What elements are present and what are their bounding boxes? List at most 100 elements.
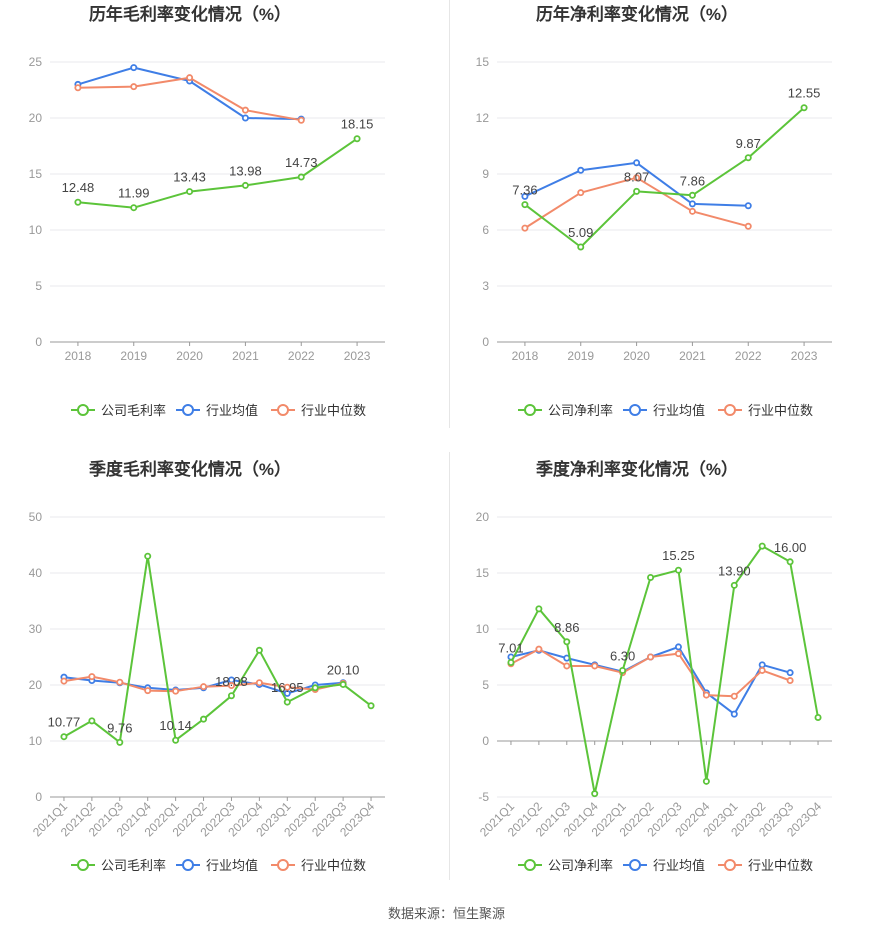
y-tick-label: 0	[35, 790, 42, 804]
data-point-industry_median	[591, 662, 599, 670]
data-point-industry_avg	[130, 64, 138, 72]
data-label: 9.87	[736, 136, 761, 151]
chart-title: 季度毛利率变化情况（%）	[89, 459, 291, 479]
data-point-company	[186, 188, 194, 196]
data-point-industry_median	[674, 650, 682, 658]
x-tick-label: 2021	[232, 349, 259, 363]
data-point-industry_median	[116, 678, 124, 686]
data-point-company	[619, 666, 627, 674]
legend-label: 行业均值	[653, 858, 705, 873]
y-tick-label: 5	[35, 279, 42, 293]
y-tick-label: 5	[482, 678, 489, 692]
data-label: 5.09	[568, 225, 593, 240]
legend-marker	[77, 859, 89, 871]
data-label: 18.08	[215, 674, 248, 689]
series-line-company	[510, 545, 819, 795]
data-point-industry_median	[74, 84, 82, 92]
data-point-industry_median	[255, 679, 263, 687]
data-point-industry_median	[521, 224, 529, 232]
y-tick-label: 20	[29, 111, 43, 125]
chart-panel-quarterly-gross-margin: 季度毛利率变化情况（%） 0 10 20 30 40 50 2021Q1 2021Q2 2021Q…	[0, 455, 446, 910]
data-point-company	[800, 104, 808, 112]
data-point-industry_median	[647, 653, 655, 661]
y-tick-label: 25	[29, 55, 43, 69]
legend-marker	[182, 859, 194, 871]
data-label: 6.30	[610, 648, 635, 663]
data-point-industry_median	[563, 662, 571, 670]
data-point-company	[758, 542, 766, 550]
data-point-company	[353, 135, 361, 143]
quarterly-net-margin-chart: 季度净利率变化情况（%）-5051015202021Q12021Q22021Q3…	[476, 459, 832, 873]
data-point-industry_median	[130, 83, 138, 91]
data-point-company	[116, 738, 124, 746]
data-point-industry_median	[633, 174, 641, 182]
data-label: 18.15	[341, 117, 374, 132]
data-label: 13.90	[718, 563, 751, 578]
y-tick-label: 50	[29, 510, 43, 524]
data-source-note: 数据来源：恒生聚源	[387, 906, 505, 921]
data-point-industry_median	[186, 74, 194, 82]
data-point-company	[339, 680, 347, 688]
data-point-industry_avg	[521, 192, 529, 200]
y-tick-label: 15	[476, 55, 490, 69]
data-point-industry_avg	[577, 166, 585, 174]
y-tick-label: 0	[482, 335, 489, 349]
data-point-industry_median	[730, 692, 738, 700]
data-point-industry_median	[577, 189, 585, 197]
data-point-company	[535, 605, 543, 613]
legend-label: 行业均值	[206, 858, 258, 873]
x-tick-label: 2020	[176, 349, 203, 363]
y-tick-label: 0	[35, 335, 42, 349]
x-tick-label: 2019	[567, 349, 594, 363]
data-label: 12.48	[62, 180, 95, 195]
data-point-industry_median	[227, 682, 235, 690]
data-point-company	[507, 658, 515, 666]
chart-panel-annual-net-margin: 历年净利率变化情况（%） 0 3 6 9 12 15 2018 2019 2020 2021 2022…	[447, 0, 893, 455]
vertical-divider-bottom	[449, 452, 450, 880]
y-tick-label: 6	[482, 223, 489, 237]
legend-label: 行业均值	[206, 403, 258, 418]
data-label: 10.77	[48, 715, 81, 730]
data-point-company	[577, 243, 585, 251]
data-point-company	[227, 692, 235, 700]
y-tick-label: -5	[478, 790, 489, 804]
data-label: 14.73	[285, 155, 318, 170]
data-point-company	[563, 638, 571, 646]
x-tick-label: 2019	[120, 349, 147, 363]
data-point-industry_avg	[730, 710, 738, 718]
data-point-company	[674, 566, 682, 574]
data-label: 13.98	[229, 163, 262, 178]
data-point-industry_avg	[674, 643, 682, 651]
chart-panel-quarterly-net-margin: 季度净利率变化情况（%） -5 0 5 10 15 20 2021Q1 2021Q2 2021Q3…	[447, 455, 893, 910]
data-point-company	[130, 204, 138, 212]
data-point-company	[283, 698, 291, 706]
data-point-company	[744, 154, 752, 162]
data-point-company	[60, 733, 68, 741]
legend-marker	[277, 859, 289, 871]
data-point-industry_median	[144, 687, 152, 695]
chart-title: 季度净利率变化情况（%）	[536, 459, 738, 479]
legend-marker	[724, 404, 736, 416]
data-label: 11.99	[118, 186, 150, 201]
data-point-company	[730, 581, 738, 589]
data-point-industry_median	[200, 683, 208, 691]
data-point-company	[647, 573, 655, 581]
data-point-industry_median	[283, 683, 291, 691]
legend-marker	[629, 404, 641, 416]
annual-net-margin-chart: 历年净利率变化情况（%） 0 3 6 9 12 15 2018 2019 2020 2021 2022…	[476, 4, 832, 418]
data-point-company	[144, 552, 152, 560]
legend-marker	[182, 404, 194, 416]
data-point-company	[591, 790, 599, 798]
y-tick-label: 0	[482, 734, 489, 748]
data-point-company	[311, 684, 319, 692]
data-point-industry_median	[702, 691, 710, 699]
data-point-industry_avg	[758, 661, 766, 669]
x-tick-label: 2023	[344, 349, 371, 363]
y-tick-label: 10	[476, 622, 490, 636]
legend-label: 公司净利率	[548, 403, 613, 418]
legend-marker	[524, 859, 536, 871]
y-tick-label: 15	[476, 566, 490, 580]
legend-label: 公司毛利率	[101, 858, 166, 873]
data-point-company	[633, 187, 641, 195]
